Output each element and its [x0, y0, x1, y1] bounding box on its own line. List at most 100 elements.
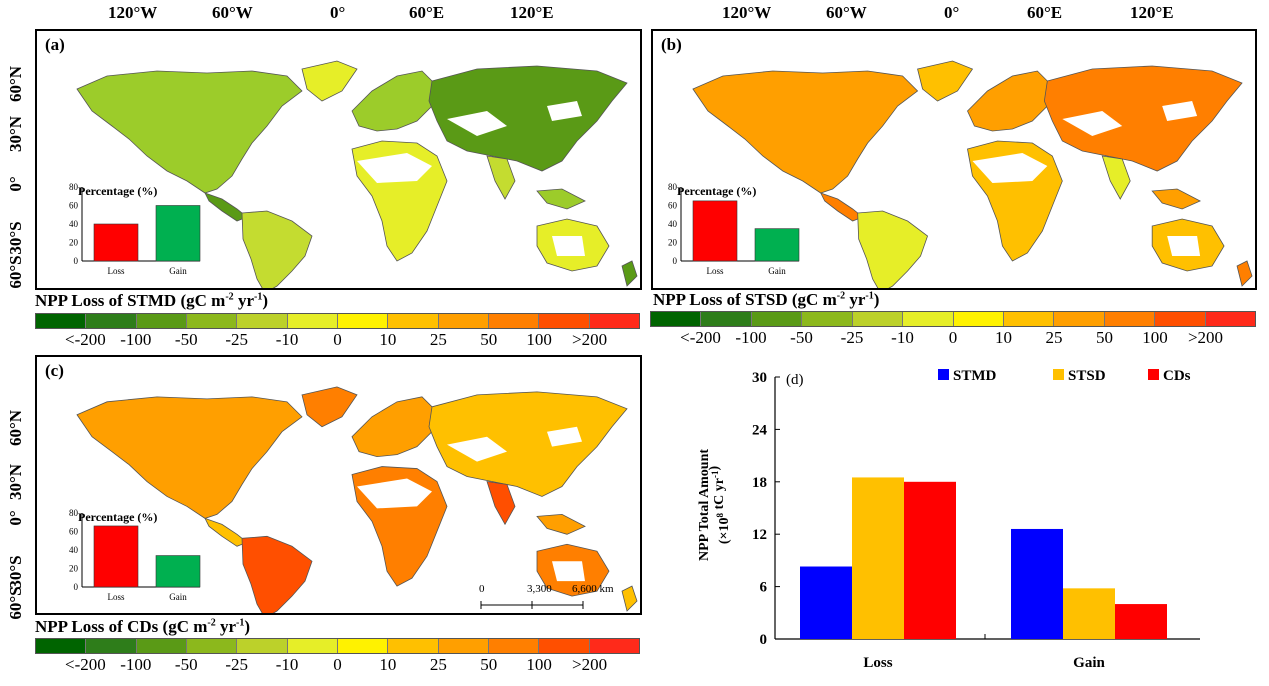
colorbar-segment: [438, 639, 489, 653]
continent-shape: [428, 65, 628, 172]
colorbar-tick-label: 10: [379, 655, 397, 674]
scale-bar-label: 3,300: [527, 583, 552, 595]
inset-bar-loss: [93, 525, 139, 588]
longitude-label: 60°W: [826, 3, 867, 22]
inset-bar-gain: [155, 555, 201, 588]
latitude-label: 60°N: [6, 409, 25, 447]
legend-label-cds: CDs: [1163, 368, 1191, 384]
no-data-area: [447, 436, 507, 462]
continent-shape: [204, 192, 248, 222]
panel-label-c: (c): [45, 361, 64, 380]
colorbar-segment: [589, 314, 639, 328]
colorbar-segment: [1054, 312, 1105, 326]
colorbar-tick-label: >200: [1187, 328, 1224, 347]
colorbar-tick-label: >200: [572, 655, 608, 674]
colorbar-tick-label: 0: [333, 655, 342, 674]
inset-ytick: 0: [673, 256, 678, 266]
colorbar-segment: [802, 312, 853, 326]
no-data-area: [552, 236, 585, 256]
colorbar-segment: [337, 314, 389, 328]
latitude-label: 60°S: [6, 255, 25, 289]
bar-stsd-loss: [852, 477, 904, 639]
inset-title: Percentage (%): [677, 184, 757, 198]
scale-bar-label: 6,600 km: [572, 583, 614, 595]
bar-stsd-gain: [1063, 588, 1115, 639]
inset-category-label: Gain: [169, 266, 187, 276]
y-tick-label: 12: [752, 527, 767, 543]
latitude-label: 0°: [6, 176, 25, 192]
colorbar-segment: [903, 312, 954, 326]
colorbar-segment: [751, 312, 803, 326]
colorbar-tick-label: <-200: [680, 328, 721, 347]
colorbar-segment: [852, 312, 904, 326]
panel-label-d: (d): [786, 372, 804, 388]
continent-shape: [241, 535, 313, 613]
colorbar-segment: [651, 312, 702, 326]
colorbar-segment: [539, 314, 590, 328]
map-scale-bar: 0 3,300 6,600 km: [477, 583, 617, 613]
x-category-label: Loss: [863, 655, 892, 671]
colorbar-tick-label: -50: [790, 328, 813, 347]
continent-shape: [76, 70, 303, 194]
colorbar-segment: [136, 639, 187, 653]
inset-bar-loss: [692, 200, 738, 262]
map-panel-b: (b) Percentage (%) 80 60 40 20 0 Loss Gain: [651, 29, 1257, 290]
colorbar-tick-label: 10: [995, 328, 1012, 347]
latitude-label: 60°N: [6, 65, 25, 103]
bar-stmd-gain: [1011, 528, 1063, 639]
colorbar-tick-label: 10: [379, 330, 397, 349]
continent-shape: [486, 155, 516, 200]
colorbar-segment: [388, 639, 439, 653]
colorbar-tick-label: -100: [120, 330, 152, 349]
panel-label-b: (b): [661, 35, 682, 54]
no-data-area: [547, 426, 582, 447]
colorbar-segment: [438, 314, 489, 328]
latitude-label: 0°: [6, 510, 25, 526]
inset-ytick: 40: [69, 545, 79, 555]
longitude-label: 60°W: [212, 3, 253, 22]
colorbar-segment: [186, 314, 238, 328]
colorbar-segment: [488, 314, 540, 328]
continent-shape: [204, 517, 248, 547]
colorbar-tick-label: 0: [333, 330, 342, 349]
no-data-area: [447, 111, 507, 136]
inset-chart: 80 60 40 20 0 Loss Gain: [69, 508, 201, 602]
y-axis-label: NPP Total Amount: [697, 449, 712, 561]
continent-shape: [351, 70, 438, 132]
colorbar-tick-label: 25: [429, 655, 447, 674]
colorbar-tick-label: -100: [735, 328, 767, 347]
continent-shape: [1043, 65, 1243, 172]
longitude-label: 120°E: [1130, 3, 1174, 22]
inset-ytick: 60: [69, 201, 79, 211]
colorbar-segment: [186, 639, 238, 653]
colorbar-tick-label: -100: [120, 655, 152, 674]
colorbar-tick-label: 25: [429, 330, 447, 349]
colorbar-segment: [36, 639, 87, 653]
x-category-label: Gain: [1073, 655, 1105, 671]
legend-swatch-cds: [1148, 369, 1159, 380]
colorbar-segment: [1003, 312, 1055, 326]
continent-shape: [351, 396, 438, 458]
no-data-area: [552, 561, 585, 582]
inset-ytick: 60: [668, 201, 678, 211]
colorbar-tick-label: -50: [174, 655, 198, 674]
colorbar-segment: [1205, 312, 1256, 326]
y-tick-label: 0: [760, 632, 768, 648]
inset-category-label: Loss: [107, 592, 125, 602]
colorbar-tick-label: 100: [526, 655, 552, 674]
colorbar-tick-label: >200: [572, 330, 608, 349]
inset-ytick: 20: [69, 564, 79, 574]
colorbar-tick-label: -25: [225, 655, 248, 674]
colorbar-tick-label: <-200: [65, 330, 106, 349]
longitude-label: 120°E: [510, 3, 554, 22]
inset-category-label: Gain: [169, 592, 187, 602]
inset-bar-gain: [155, 205, 201, 262]
inset-chart: 80 60 40 20 0 Loss Gain: [69, 182, 201, 276]
y-axis-unit-label: (×108 tC yr-1): [707, 466, 732, 545]
colorbar-segment: [953, 312, 1004, 326]
colorbar-segment: [589, 639, 639, 653]
inset-ytick: 80: [69, 508, 79, 518]
inset-ytick: 60: [69, 527, 79, 537]
longitude-label: 120°W: [722, 3, 772, 22]
colorbar-segment: [488, 639, 540, 653]
